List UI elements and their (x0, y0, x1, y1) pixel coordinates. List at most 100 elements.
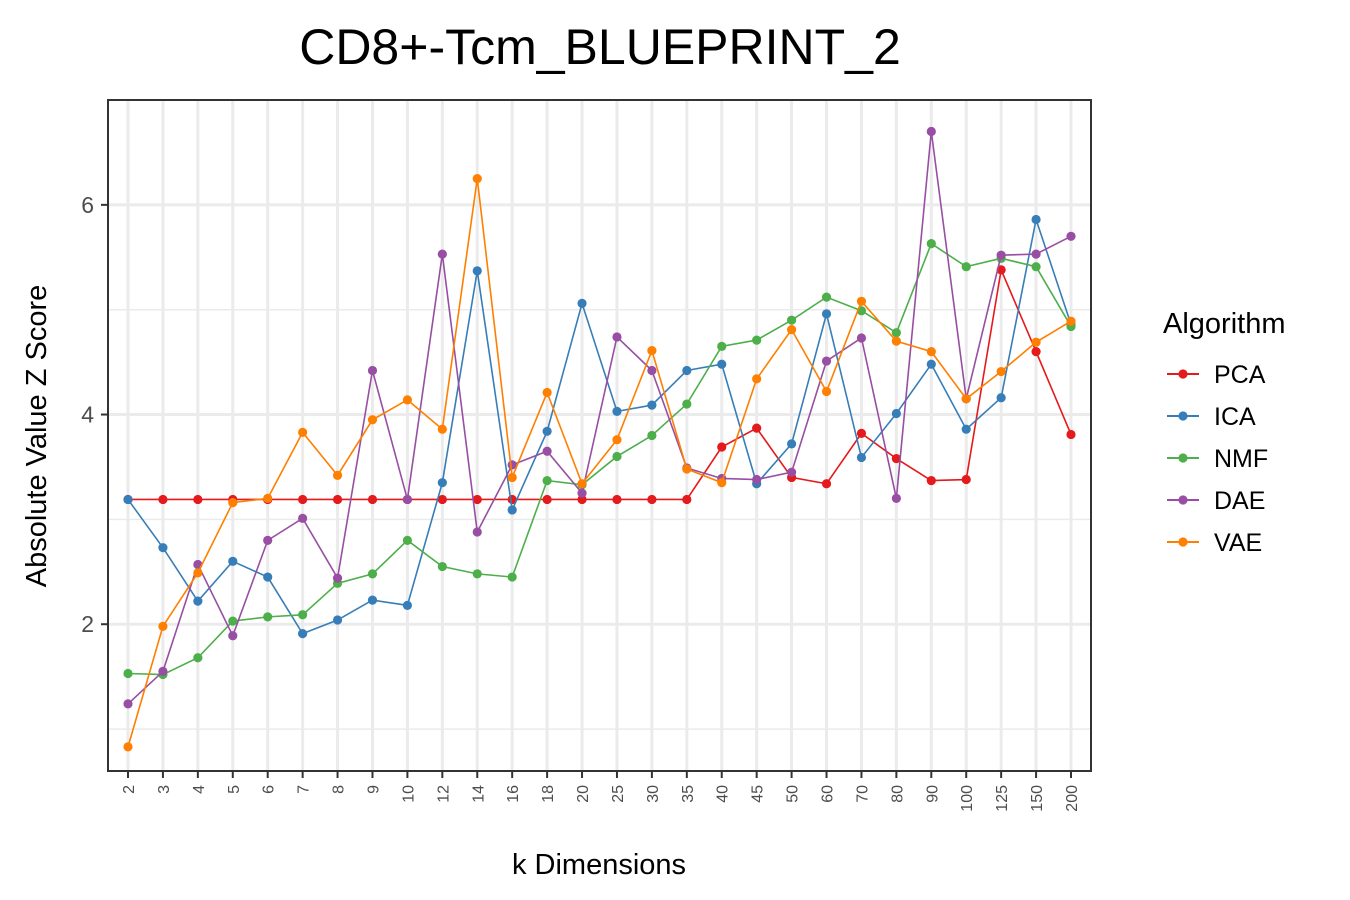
x-tick-label: 6 (261, 785, 278, 794)
legend-label: PCA (1214, 361, 1266, 389)
data-point-nmf (717, 341, 727, 351)
data-point-nmf (263, 612, 273, 622)
legend-title: Algorithm (1163, 308, 1286, 340)
data-point-vae (856, 296, 867, 306)
x-tick-label: 200 (1064, 785, 1081, 812)
data-point-dae (891, 493, 901, 504)
x-tick-label: 45 (750, 785, 767, 803)
data-point-nmf (472, 569, 482, 579)
data-point-pca (752, 423, 762, 433)
data-point-vae (1066, 316, 1076, 326)
x-tick-label: 60 (820, 785, 837, 803)
data-point-ica (158, 543, 168, 553)
y-tick-label: 2 (81, 611, 94, 637)
data-point-ica (472, 266, 482, 276)
data-point-pca (891, 453, 901, 464)
data-point-vae (402, 395, 413, 405)
series-vae (123, 174, 1076, 752)
x-tick-label: 80 (889, 785, 906, 803)
x-tick-label: 18 (540, 785, 557, 803)
x-tick-label: 125 (994, 785, 1011, 812)
x-tick-label: 9 (365, 785, 382, 794)
data-point-ica (856, 452, 867, 463)
data-point-ica (647, 400, 657, 410)
series-line-ica (127, 216, 1072, 635)
data-point-dae (367, 365, 378, 376)
data-point-nmf (926, 239, 936, 249)
data-point-dae (123, 699, 133, 709)
data-point-vae (577, 479, 587, 489)
x-tick-label: 10 (400, 785, 417, 803)
data-point-vae (193, 568, 203, 578)
data-point-dae (577, 488, 587, 498)
data-point-pca (821, 479, 832, 489)
data-point-ica (577, 298, 587, 308)
series-line-pca (128, 267, 1072, 501)
x-tick-label: 150 (1029, 785, 1046, 812)
data-point-vae (228, 498, 238, 508)
y-axis-title: Absolute Value Z Score (21, 285, 53, 588)
x-tick-label: 100 (959, 785, 976, 812)
x-tick-label: 7 (296, 785, 313, 794)
data-point-dae (437, 249, 447, 259)
data-point-nmf (402, 535, 413, 545)
data-point-ica (961, 424, 971, 434)
plot-border (107, 99, 1092, 772)
data-point-nmf (228, 616, 238, 626)
data-point-ica (332, 615, 343, 625)
x-tick-label: 12 (435, 785, 452, 803)
data-point-vae (367, 415, 378, 425)
legend-key-point (1178, 495, 1188, 505)
data-point-dae (228, 631, 238, 641)
data-point-nmf (123, 668, 133, 679)
data-point-vae (437, 424, 447, 434)
data-point-vae (542, 387, 552, 398)
x-tick-label: 16 (505, 785, 522, 803)
x-tick-label: 20 (575, 785, 592, 803)
chart-title: CD8+-Tcm_BLUEPRINT_2 (299, 19, 901, 75)
legend-item-vae: VAE (1167, 529, 1262, 557)
data-point-nmf (752, 335, 762, 345)
data-point-ica (821, 309, 832, 319)
data-point-ica (507, 505, 517, 515)
data-point-dae (926, 126, 936, 137)
data-point-vae (682, 464, 692, 474)
data-point-dae (542, 446, 552, 456)
x-tick-label: 30 (645, 785, 662, 803)
data-point-nmf (647, 430, 657, 441)
data-point-vae (821, 386, 832, 397)
data-point-pca (717, 442, 727, 452)
series-layer (123, 126, 1076, 752)
data-point-nmf (612, 451, 622, 462)
x-tick-label: 70 (854, 785, 871, 803)
data-point-ica (996, 393, 1006, 403)
data-point-vae (332, 470, 343, 480)
data-point-ica (367, 595, 378, 605)
y-tick-label: 4 (81, 402, 94, 428)
legend-label: DAE (1214, 487, 1265, 515)
legend-label: NMF (1214, 445, 1268, 473)
data-point-dae (647, 365, 657, 376)
data-point-pca (647, 494, 657, 505)
data-point-nmf (367, 569, 378, 579)
x-tick-label: 50 (785, 785, 802, 803)
data-point-ica (891, 408, 901, 419)
data-point-ica (1031, 214, 1041, 225)
data-point-ica (228, 556, 238, 566)
data-point-pca (542, 494, 552, 505)
data-point-vae (158, 621, 168, 631)
legend-item-dae: DAE (1167, 487, 1265, 515)
data-point-vae (507, 472, 517, 483)
data-point-vae (717, 478, 727, 488)
data-point-dae (263, 535, 273, 545)
data-point-vae (786, 325, 797, 335)
legend-key-point (1178, 453, 1188, 463)
data-point-vae (612, 435, 622, 445)
data-point-ica (298, 629, 308, 639)
data-point-ica (263, 572, 273, 582)
data-point-nmf (961, 262, 971, 272)
x-tick-label: 8 (331, 785, 348, 794)
data-point-ica (682, 365, 692, 376)
legend-label: ICA (1214, 403, 1256, 431)
legend-item-pca: PCA (1167, 361, 1266, 389)
